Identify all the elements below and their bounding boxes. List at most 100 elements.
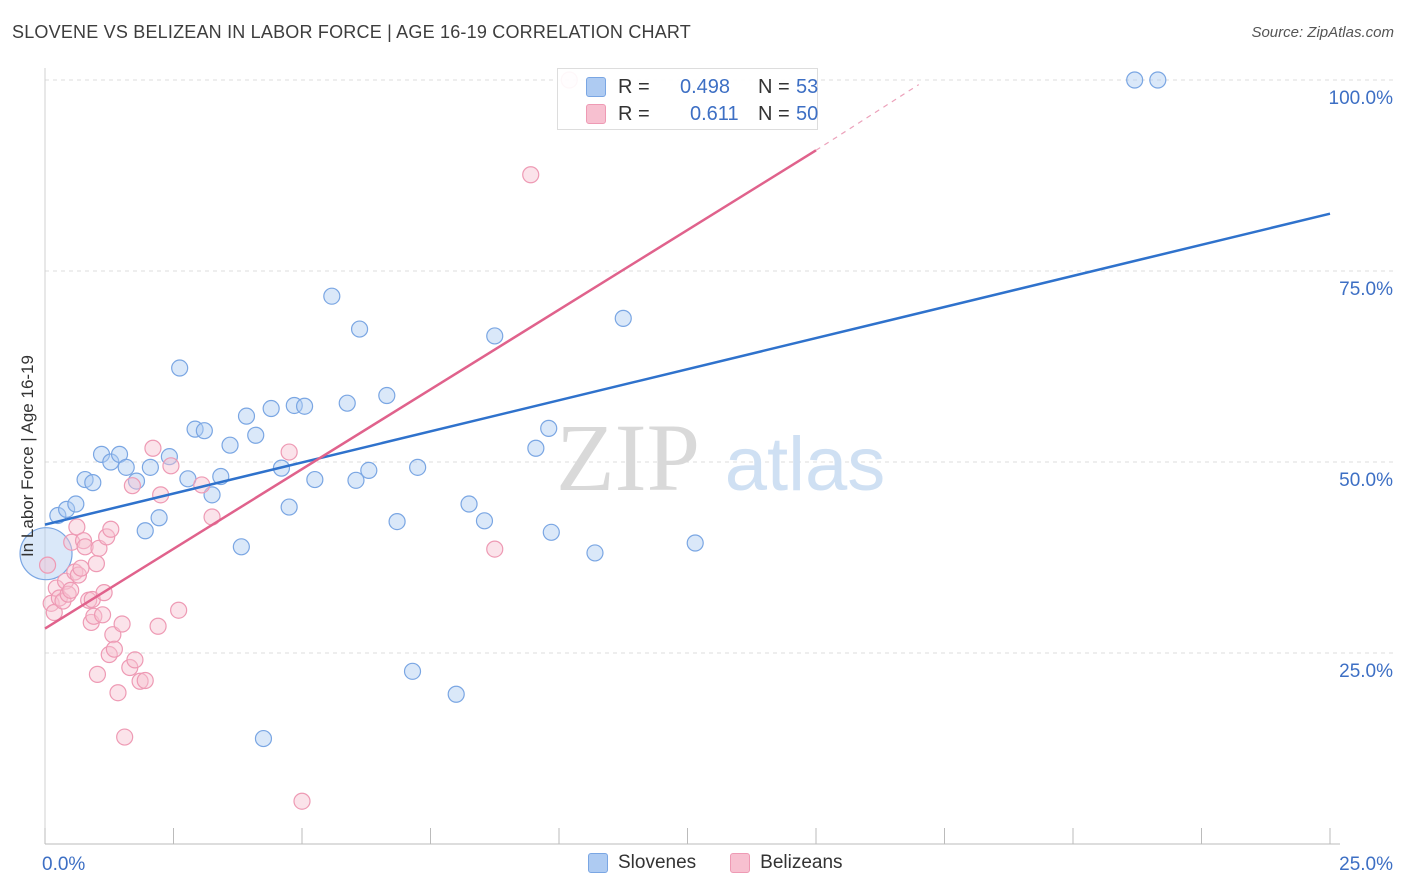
point-slovenes xyxy=(542,523,560,541)
point-slovenes xyxy=(686,534,704,552)
stats-n-label: N = xyxy=(758,102,790,125)
point-belizeans xyxy=(280,443,298,461)
point-slovenes xyxy=(295,397,314,415)
point-belizeans xyxy=(293,792,311,810)
point-slovenes xyxy=(350,320,369,338)
point-belizeans xyxy=(88,665,107,683)
point-slovenes xyxy=(527,439,545,457)
watermark-zip: ZIP xyxy=(556,404,700,511)
stats-n-value: 50 xyxy=(796,102,819,125)
points-layer xyxy=(19,71,1167,810)
point-belizeans xyxy=(149,617,167,635)
axis-layer: 25.0% 50.0% 75.0% 100.0% 0.0% 25.0% xyxy=(42,68,1393,875)
point-belizeans xyxy=(93,606,112,624)
trend-extension-belizeans xyxy=(815,84,920,151)
point-slovenes xyxy=(486,327,504,345)
stats-swatch-slovenes xyxy=(586,77,606,97)
point-slovenes xyxy=(262,399,280,418)
point-slovenes xyxy=(1126,71,1144,89)
point-slovenes xyxy=(84,474,102,492)
stats-r-label: R = xyxy=(618,102,650,125)
point-slovenes xyxy=(460,495,478,513)
stats-n-value: 53 xyxy=(796,75,819,98)
point-belizeans xyxy=(123,477,141,495)
chart-title: SLOVENE VS BELIZEAN IN LABOR FORCE | AGE… xyxy=(12,22,691,42)
point-slovenes xyxy=(1149,71,1167,89)
point-slovenes xyxy=(540,419,558,437)
point-belizeans xyxy=(109,684,127,702)
point-belizeans xyxy=(85,607,103,625)
stats-r-value: 0.611 xyxy=(690,102,739,125)
point-belizeans xyxy=(162,457,180,475)
stats-swatch-belizeans xyxy=(586,104,606,124)
trend-line-belizeans xyxy=(44,149,817,630)
point-belizeans xyxy=(62,581,80,599)
point-slovenes xyxy=(247,426,265,444)
watermark-atlas: atlas xyxy=(725,422,886,507)
y-axis-label: In Labor Force | Age 16-19 xyxy=(18,355,37,557)
point-slovenes xyxy=(237,407,256,425)
point-belizeans xyxy=(136,671,154,690)
legend-item-belizeans: Belizeans xyxy=(730,852,843,874)
point-slovenes xyxy=(280,498,298,516)
y-tick-label: 75.0% xyxy=(1339,279,1393,300)
point-slovenes xyxy=(150,509,168,527)
point-belizeans xyxy=(76,538,94,556)
point-belizeans xyxy=(38,556,57,574)
point-slovenes xyxy=(232,538,250,556)
point-belizeans xyxy=(170,601,188,619)
point-slovenes xyxy=(475,512,494,530)
grid-layer xyxy=(45,79,1395,654)
point-slovenes xyxy=(141,458,159,476)
legend-swatch-belizeans xyxy=(730,853,751,873)
watermark: ZIP atlas xyxy=(556,404,885,511)
x-tick-label: 0.0% xyxy=(42,854,85,875)
y-tick-label: 50.0% xyxy=(1339,470,1393,491)
point-belizeans xyxy=(116,728,134,746)
trend-layer xyxy=(44,84,1331,630)
point-slovenes xyxy=(67,495,85,513)
point-slovenes xyxy=(171,359,189,377)
trend-line-slovenes xyxy=(44,212,1331,526)
point-belizeans xyxy=(74,532,93,550)
legend-swatch-slovenes xyxy=(588,853,608,873)
point-slovenes xyxy=(378,386,396,405)
point-slovenes xyxy=(117,458,135,476)
point-slovenes xyxy=(306,470,324,489)
point-belizeans xyxy=(131,672,149,690)
stats-legend: R = 0.498 N = 53 R = 0.611 N = 50 xyxy=(557,68,818,130)
legend-label-belizeans: Belizeans xyxy=(760,852,843,873)
point-slovenes xyxy=(360,461,378,480)
point-slovenes xyxy=(447,685,465,703)
point-slovenes xyxy=(403,662,422,680)
chart-source: Source: ZipAtlas.com xyxy=(1251,24,1394,41)
stats-r-value: 0.498 xyxy=(680,75,731,98)
point-slovenes xyxy=(57,500,76,518)
stats-n-label: N = xyxy=(758,75,790,98)
point-slovenes xyxy=(614,309,632,327)
point-belizeans xyxy=(68,518,86,536)
point-belizeans xyxy=(72,559,90,577)
point-belizeans xyxy=(87,555,106,573)
x-tick-label: 25.0% xyxy=(1339,854,1393,875)
series-legend: Slovenes Belizeans xyxy=(588,852,843,874)
point-belizeans xyxy=(113,615,131,633)
point-slovenes xyxy=(221,436,239,454)
point-slovenes xyxy=(136,522,154,540)
stats-r-label: R = xyxy=(618,75,650,98)
point-slovenes xyxy=(586,544,604,562)
point-belizeans xyxy=(522,166,540,184)
point-belizeans xyxy=(486,540,504,558)
point-slovenes xyxy=(203,486,221,504)
point-slovenes xyxy=(347,471,365,489)
point-slovenes xyxy=(338,394,356,412)
legend-label-slovenes: Slovenes xyxy=(618,852,697,873)
point-slovenes xyxy=(254,729,273,748)
legend-item-slovenes: Slovenes xyxy=(588,852,696,874)
point-slovenes xyxy=(323,287,341,305)
point-belizeans xyxy=(102,520,120,538)
point-belizeans xyxy=(105,640,123,658)
point-belizeans xyxy=(69,566,88,584)
point-belizeans xyxy=(144,439,162,457)
